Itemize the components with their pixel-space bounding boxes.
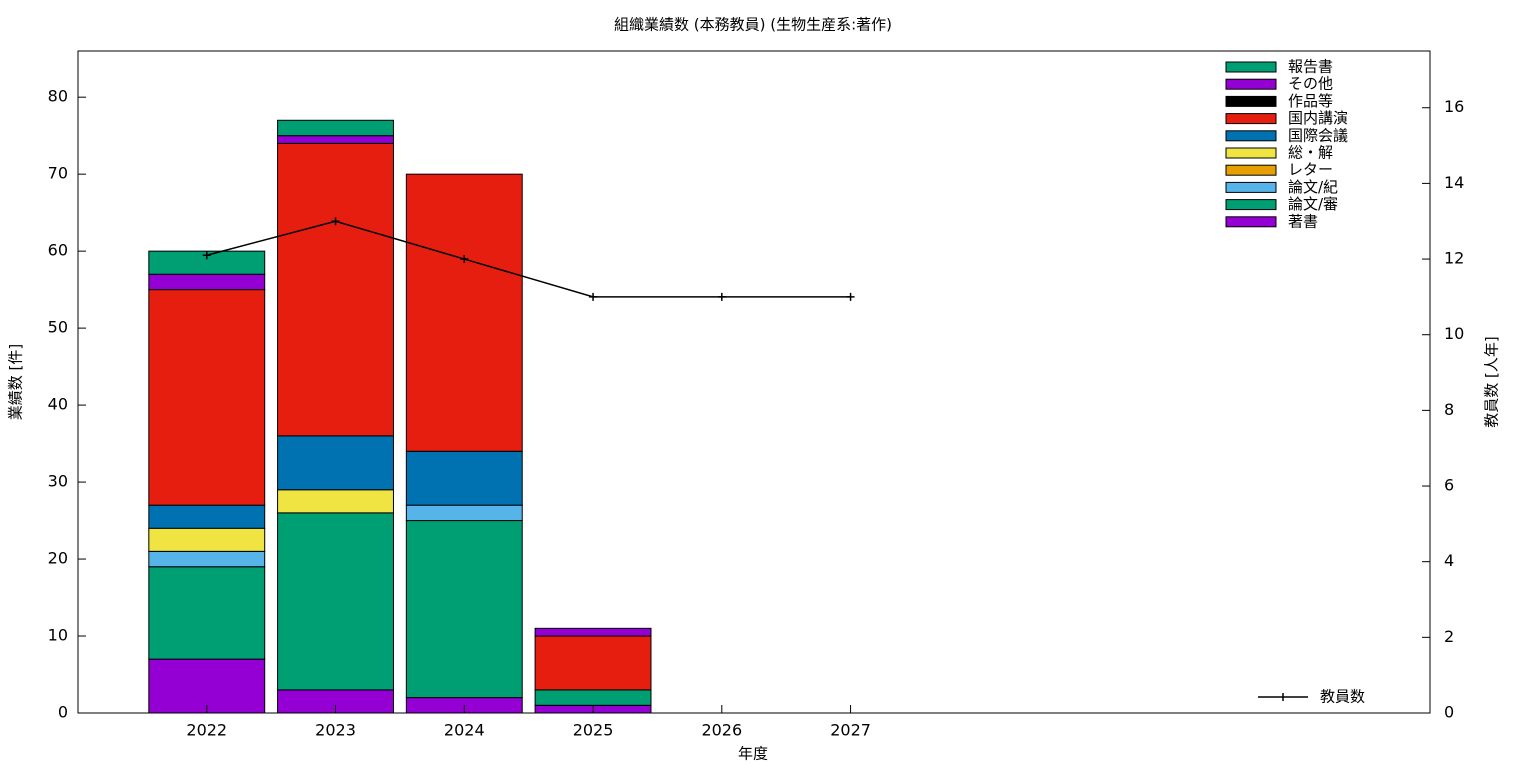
x-tick-label: 2027 (830, 721, 871, 740)
point-marker (846, 292, 855, 301)
bar-segment (277, 489, 394, 514)
x-tick-label: 2026 (701, 721, 742, 740)
bar-segment (534, 635, 652, 691)
bar-segment (405, 504, 523, 522)
legend-label: 報告書 (1288, 58, 1333, 76)
legend-swatch (1225, 164, 1277, 176)
x-axis-label: 年度 (738, 745, 768, 763)
x-tick-label: 2022 (186, 721, 227, 740)
bar-segment (148, 504, 266, 529)
point-marker (717, 292, 726, 301)
bar-segment (148, 289, 266, 506)
y-tick-label: 40 (48, 395, 68, 414)
legend-label: 著書 (1288, 212, 1318, 230)
legend-label: 論文/審 (1288, 195, 1338, 213)
bar-segment (405, 520, 523, 699)
legend-line (1258, 693, 1308, 701)
legend-label: 教員数 (1320, 688, 1365, 706)
legend-swatch (1225, 130, 1277, 142)
legend-label: 総・解 (1288, 144, 1333, 162)
bar-segment (405, 450, 523, 506)
legend-label: その他 (1288, 75, 1333, 93)
y-tick-label: 70 (48, 164, 68, 183)
y-tick-label: 50 (48, 318, 68, 337)
bar-segment (534, 689, 652, 706)
x-tick-label: 2025 (573, 721, 614, 740)
bar-segment (405, 173, 523, 452)
y2-tick-label: 12 (1444, 249, 1464, 268)
point-marker (331, 217, 340, 226)
line (206, 220, 851, 298)
y-tick-label: 10 (48, 626, 68, 645)
bar-segment (277, 135, 394, 144)
bar-segment (534, 627, 652, 637)
y-tick-label: 80 (48, 87, 68, 106)
legend-swatch (1225, 147, 1277, 159)
point-marker (202, 251, 211, 260)
bar-segment (277, 119, 394, 137)
legend-swatch (1225, 181, 1277, 193)
bar-segment (148, 273, 266, 291)
legend-swatch (1225, 199, 1277, 211)
legend-label: 国際会議 (1288, 126, 1348, 144)
legend-swatch (1225, 113, 1277, 125)
y-tick-label: 30 (48, 472, 68, 491)
chart-title: 組織業績数 (本務教員) (生物生産系:著作) (614, 16, 892, 34)
y2-tick-label: 8 (1444, 400, 1454, 419)
legend-label: 国内講演 (1288, 109, 1348, 127)
legend-swatch (1225, 61, 1277, 73)
y2-tick-label: 2 (1444, 627, 1454, 646)
y-tick-label: 20 (48, 549, 68, 568)
y2-tick-label: 14 (1444, 173, 1464, 192)
y-tick-label: 0 (58, 703, 68, 722)
bar-segment (148, 250, 266, 275)
legend-label: レター (1288, 161, 1333, 179)
y2-axis-label: 教員数 [人年] (1483, 336, 1501, 427)
x-tick-label: 2023 (315, 721, 356, 740)
y-tick-label: 60 (48, 241, 68, 260)
point-marker (589, 292, 598, 301)
bar-segment (148, 566, 266, 660)
legend-swatch (1225, 216, 1277, 228)
bar-segment (148, 658, 266, 714)
bar-segment (148, 550, 266, 568)
plot-frame (77, 50, 1431, 714)
legend-swatch (1225, 78, 1277, 90)
bar-segment (277, 512, 394, 691)
legend-swatch (1225, 95, 1277, 107)
bar-segment (277, 142, 394, 437)
y-axis-label: 業績数 [件] (7, 344, 25, 420)
y2-tick-label: 0 (1444, 703, 1454, 722)
y2-tick-label: 6 (1444, 476, 1454, 495)
legend-label: 論文/紀 (1288, 178, 1338, 196)
point-marker (460, 255, 469, 264)
y2-tick-label: 4 (1444, 551, 1454, 570)
y2-tick-label: 10 (1444, 324, 1464, 343)
bar-segment (277, 435, 394, 491)
bar-segment (148, 527, 266, 552)
y2-tick-label: 16 (1444, 97, 1464, 116)
legend-label: 作品等 (1288, 92, 1333, 110)
x-tick-label: 2024 (444, 721, 485, 740)
